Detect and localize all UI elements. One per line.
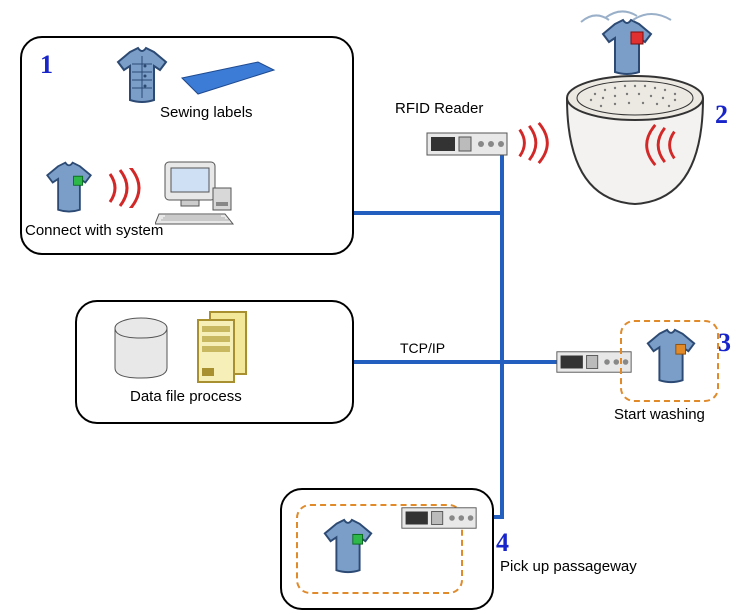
shirt-connect [40,160,98,216]
label-tcpip: TCP/IP [400,340,445,356]
conn-vertical-bus [500,155,504,517]
shirt-pickup [316,518,380,576]
label-start-wash: Start washing [614,406,705,423]
computer-icon [155,158,245,228]
label-connect: Connect with system [25,222,163,239]
database-icon [110,316,172,382]
label-sewing: Sewing labels [160,104,253,121]
sewing-label-strip [178,58,278,98]
diagram-stage: 1 Sewing labels Connect with system RFID… [0,0,750,610]
rfid-reader-pickup [400,502,478,534]
conn-box1-bus [348,211,503,215]
step-number-1: 1 [40,50,53,80]
shirt-wash [640,328,702,386]
label-rfid-reader: RFID Reader [395,100,483,117]
signal-reader-right [512,122,554,164]
step-number-2: 2 [715,100,728,130]
signal-connect [102,168,146,208]
server-icon [190,306,254,386]
rfid-reader-top [425,127,509,161]
step-number-4: 4 [496,528,509,558]
label-data-file: Data file process [130,388,242,405]
step-number-3: 3 [718,328,731,358]
motion-lines [575,4,685,28]
signal-drum-left [640,124,682,166]
label-pickup: Pick up passageway [500,558,637,575]
shirt-sewing [110,46,174,106]
